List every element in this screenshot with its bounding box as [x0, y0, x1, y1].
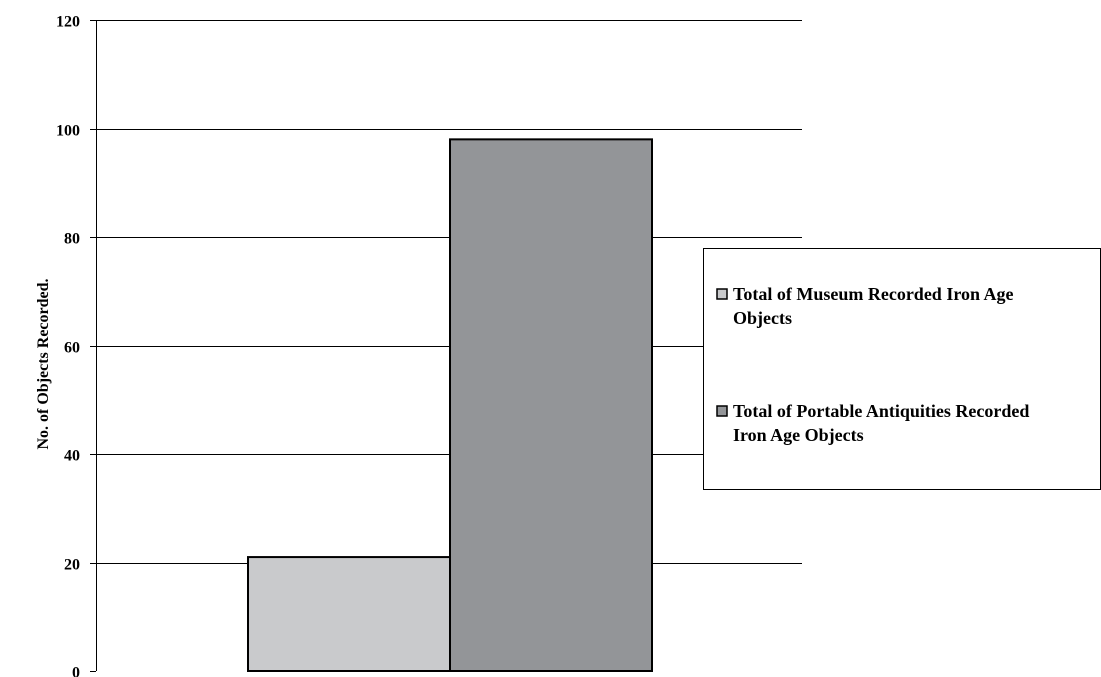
bars: [247, 138, 653, 673]
legend-box: [703, 248, 1101, 490]
bar-1: [247, 556, 451, 673]
y-tick-label: 80: [64, 231, 80, 248]
y-tick-labels: 0 20 40 60 80 100 120: [56, 14, 80, 677]
legend-label-1: Objects: [733, 308, 792, 328]
y-tick-label: 100: [56, 123, 80, 140]
y-tick-label: 120: [56, 14, 80, 31]
legend: Total of Museum Recorded Iron Age Objects…: [703, 248, 1101, 490]
bar-2: [449, 138, 653, 673]
legend-label-1: Total of Museum Recorded Iron Age: [733, 284, 1014, 304]
y-tick-label: 40: [64, 448, 80, 465]
legend-label-2: Iron Age Objects: [733, 425, 864, 445]
y-tick-label: 20: [64, 557, 80, 574]
legend-swatch-1: [716, 288, 728, 300]
legend-swatch-2: [716, 405, 728, 417]
y-axis: [90, 20, 97, 672]
y-tick-label: 60: [64, 340, 80, 357]
legend-label-2: Total of Portable Antiquities Recorded: [733, 401, 1029, 421]
y-tick-label: 0: [72, 665, 80, 677]
y-axis-title: No. of Objects Recorded.: [35, 278, 52, 449]
